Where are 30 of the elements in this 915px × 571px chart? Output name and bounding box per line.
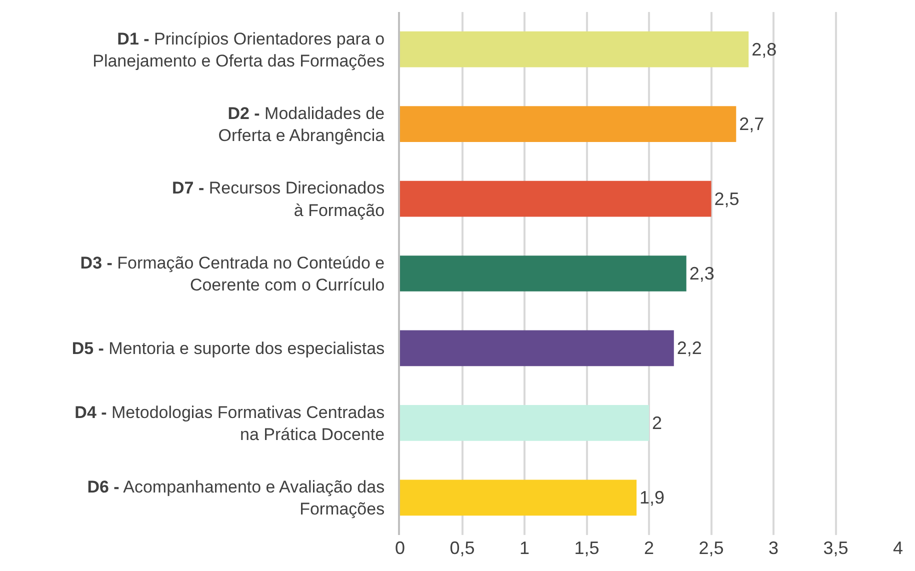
data-label: 2,3 bbox=[689, 264, 714, 284]
x-tick-label: 0,5 bbox=[450, 538, 475, 558]
data-label: 2 bbox=[652, 412, 662, 433]
y-tick-label: D6 - Acompanhamento e Avaliação das Formações bbox=[87, 478, 385, 519]
bar bbox=[400, 480, 637, 516]
x-tick-label: 4 bbox=[892, 538, 904, 558]
x-tick-label: 0 bbox=[394, 538, 406, 558]
y-tick-label: D1 - Princípios Orientadores para o Planejamento e Oferta das Formações bbox=[92, 29, 385, 70]
bar bbox=[400, 180, 712, 217]
data-label: 2,8 bbox=[752, 39, 777, 60]
y-tick-label: D2 - Modalidades de Orferta e Abrangência bbox=[218, 104, 386, 146]
y-tick-label: D7 - Recursos Direcionados à Formação bbox=[172, 178, 385, 220]
bar bbox=[400, 405, 649, 441]
x-tick-label: 2 bbox=[644, 538, 654, 558]
bar bbox=[400, 31, 749, 68]
x-tick-label: 1 bbox=[519, 538, 530, 558]
data-label: 1,9 bbox=[640, 488, 665, 508]
y-tick-label: D4 - Metodologias Formativas Centradas na Prática Docente bbox=[74, 402, 385, 444]
x-tick-label: 3 bbox=[768, 538, 779, 558]
y-tick-label: D3 - Formação Centrada no Conteúdo e Coerente com o Currículo bbox=[80, 253, 385, 294]
bar bbox=[400, 330, 674, 366]
data-label: 2,2 bbox=[676, 338, 702, 358]
bar bbox=[400, 106, 736, 142]
x-tick-label: 1,5 bbox=[574, 538, 600, 558]
x-tick-label: 3,5 bbox=[823, 538, 848, 558]
bar bbox=[400, 256, 686, 292]
data-label: 2,5 bbox=[714, 188, 740, 209]
y-tick-label: D5 - Mentoria e suporte dos especialistas bbox=[72, 339, 385, 358]
data-label: 2,7 bbox=[739, 114, 764, 134]
x-tick-label: 2,5 bbox=[698, 538, 724, 558]
